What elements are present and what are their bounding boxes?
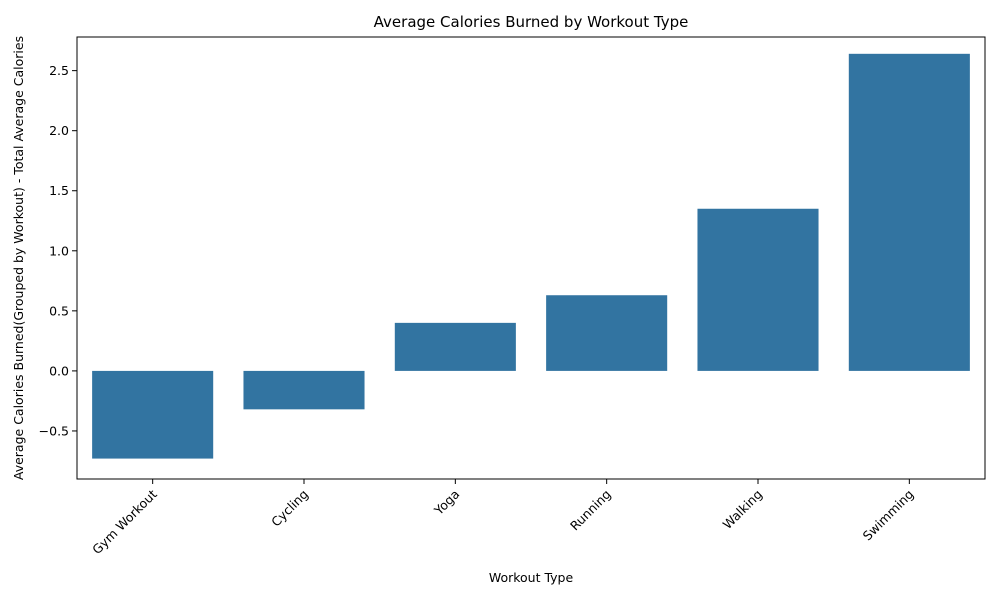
bar-swimming [848,53,970,371]
chart-title: Average Calories Burned by Workout Type [374,13,689,31]
y-tick-label: 0.0 [49,363,69,378]
y-tick-label: 1.0 [49,243,69,258]
y-tick-label: −0.5 [39,423,69,438]
x-tick-label: Running [567,487,614,534]
x-tick-label: Cycling [268,487,311,530]
bar-cycling [243,370,365,410]
y-axis-title: Average Calories Burned(Grouped by Worko… [11,36,26,480]
y-tick-label: 2.5 [49,63,69,78]
bar-gym-workout [92,370,214,459]
x-tick-label: Yoga [430,487,462,519]
y-tick-label: 2.0 [49,123,69,138]
bar-walking [697,208,819,371]
axes-frame [76,36,986,480]
y-tick-label: 1.5 [49,183,69,198]
plot-area: −0.5 0.0 0.5 1.0 1.5 2.0 2.5 Gym Workout Cycling… [39,36,986,557]
x-tick-label: Gym Workout [89,486,160,557]
x-axis-title: Workout Type [489,570,574,585]
bar-yoga [394,322,516,371]
x-tick-label: Swimming [860,487,917,544]
y-tick-label: 0.5 [49,303,69,318]
x-tick-label: Walking [720,487,765,532]
bar-running [546,295,668,371]
